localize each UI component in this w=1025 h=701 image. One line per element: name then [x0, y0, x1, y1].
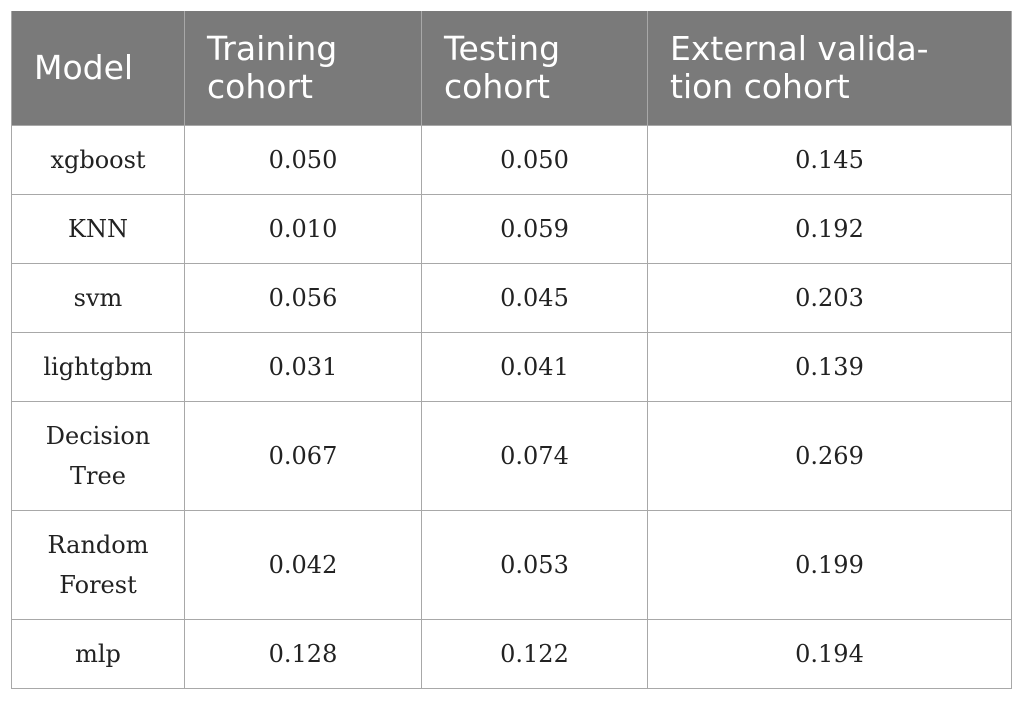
cell-external: 0.194	[647, 618, 1012, 689]
cell-model: Random Forest	[11, 509, 185, 620]
cell-training: 0.056	[184, 262, 422, 333]
cell-testing: 0.045	[421, 262, 648, 333]
header-external-validation-cohort: External valida- tion cohort	[647, 11, 1012, 126]
cell-training: 0.010	[184, 193, 422, 264]
cell-testing: 0.074	[421, 400, 648, 511]
model-name: KNN	[68, 214, 128, 243]
header-external-line-2: tion cohort	[670, 66, 850, 106]
cell-testing: 0.053	[421, 509, 648, 620]
cell-testing: 0.050	[421, 124, 648, 195]
table-row: mlp 0.128 0.122 0.194	[11, 618, 1012, 689]
cell-testing: 0.122	[421, 618, 648, 689]
header-external-line-1: External valida-	[670, 28, 929, 68]
table-row: lightgbm 0.031 0.041 0.139	[11, 331, 1012, 402]
model-name: mlp	[75, 639, 121, 668]
header-model: Model	[11, 11, 185, 126]
cell-testing: 0.041	[421, 331, 648, 402]
table-body: xgboost 0.050 0.050 0.145 KNN 0.010 0.05…	[11, 124, 1012, 689]
table-row: svm 0.056 0.045 0.203	[11, 262, 1012, 333]
model-name-line-1: Decision	[45, 421, 151, 450]
model-name: lightgbm	[43, 352, 153, 381]
cell-external: 0.269	[647, 400, 1012, 511]
cell-model: mlp	[11, 618, 185, 689]
table-row: Random Forest 0.042 0.053 0.199	[11, 509, 1012, 620]
results-table-container: Model Training cohort Testing cohort Ext…	[11, 11, 1012, 689]
cell-external: 0.139	[647, 331, 1012, 402]
cell-training: 0.042	[184, 509, 422, 620]
header-training-line-2: cohort	[207, 66, 313, 106]
header-model-line: Model	[34, 47, 134, 87]
header-testing-cohort: Testing cohort	[421, 11, 648, 126]
cell-model: KNN	[11, 193, 185, 264]
cell-training: 0.050	[184, 124, 422, 195]
table-row: KNN 0.010 0.059 0.192	[11, 193, 1012, 264]
cell-training: 0.031	[184, 331, 422, 402]
table-row: xgboost 0.050 0.050 0.145	[11, 124, 1012, 195]
model-name: xgboost	[50, 145, 146, 174]
cell-training: 0.067	[184, 400, 422, 511]
cell-external: 0.203	[647, 262, 1012, 333]
model-name-line-2: Tree	[70, 461, 126, 490]
cell-model: lightgbm	[11, 331, 185, 402]
cell-external: 0.192	[647, 193, 1012, 264]
model-name-line-1: Random	[47, 530, 149, 559]
header-testing-line-2: cohort	[444, 66, 550, 106]
cell-model: xgboost	[11, 124, 185, 195]
model-results-table: Model Training cohort Testing cohort Ext…	[11, 11, 1012, 689]
table-row: Decision Tree 0.067 0.074 0.269	[11, 400, 1012, 511]
cell-model: Decision Tree	[11, 400, 185, 511]
header-testing-line-1: Testing	[444, 28, 561, 68]
header-training-line-1: Training	[207, 28, 338, 68]
model-name-line-2: Forest	[59, 570, 137, 599]
header-training-cohort: Training cohort	[184, 11, 422, 126]
model-name: svm	[73, 283, 123, 312]
cell-testing: 0.059	[421, 193, 648, 264]
header-row: Model Training cohort Testing cohort Ext…	[11, 11, 1012, 126]
cell-training: 0.128	[184, 618, 422, 689]
cell-model: svm	[11, 262, 185, 333]
cell-external: 0.145	[647, 124, 1012, 195]
cell-external: 0.199	[647, 509, 1012, 620]
table-header: Model Training cohort Testing cohort Ext…	[11, 11, 1012, 126]
